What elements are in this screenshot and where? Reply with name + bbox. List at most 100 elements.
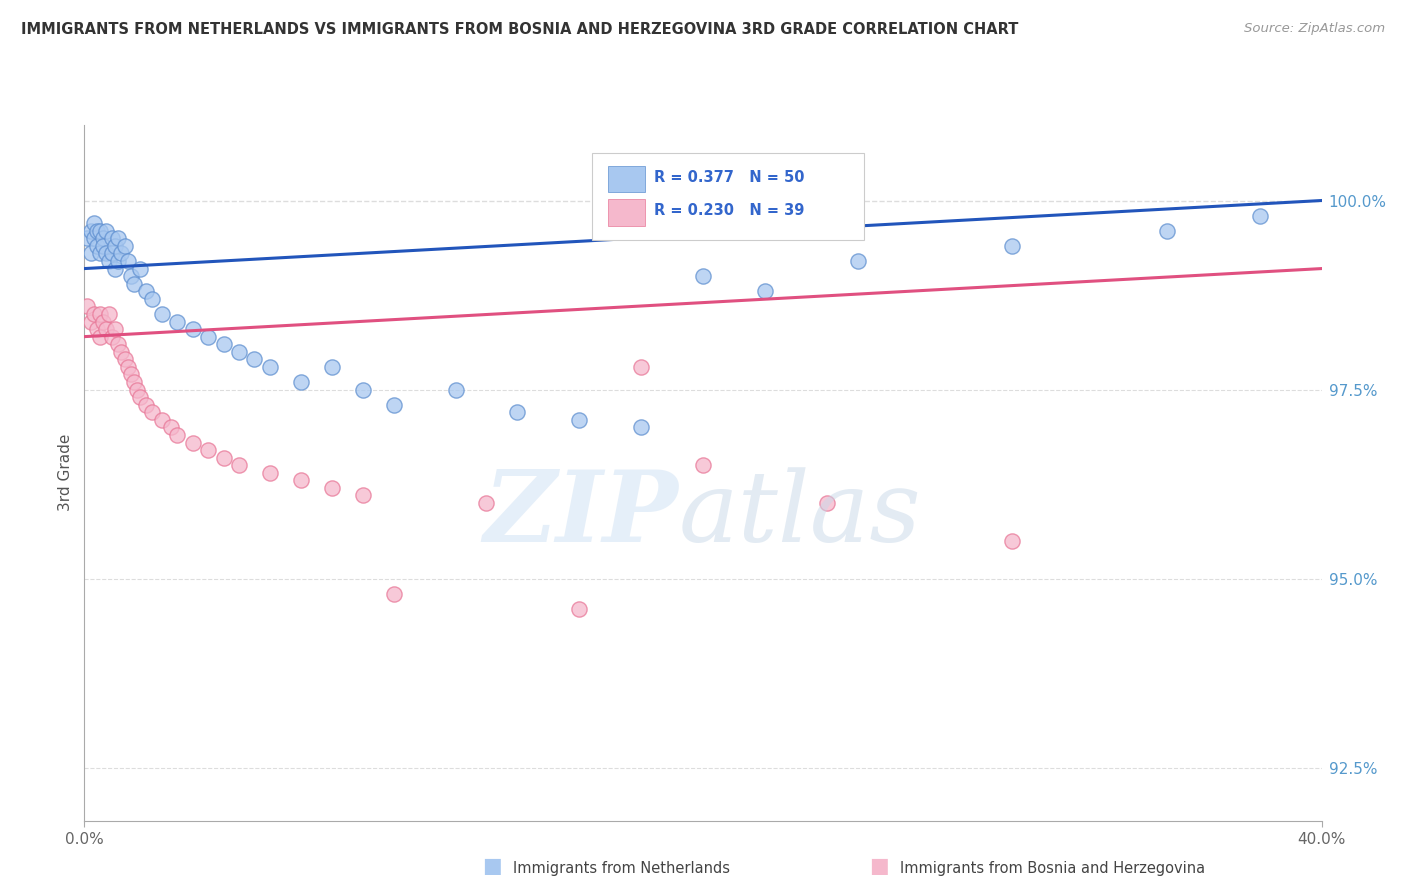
Point [104, 239, 127, 253]
Point [135, 398, 157, 412]
Point [150, 307, 173, 321]
Point [444, 383, 467, 397]
Point [692, 269, 714, 284]
Point [120, 269, 142, 284]
Point [117, 359, 139, 374]
Point [1249, 209, 1271, 223]
Point [83, 231, 105, 245]
Point [79, 224, 101, 238]
Point [83, 216, 105, 230]
Point [181, 435, 204, 450]
Point [630, 359, 652, 374]
Point [692, 458, 714, 473]
Point [125, 383, 148, 397]
Point [181, 322, 204, 336]
Text: Source: ZipAtlas.com: Source: ZipAtlas.com [1244, 22, 1385, 36]
FancyBboxPatch shape [607, 199, 645, 226]
Point [150, 413, 173, 427]
Point [101, 246, 124, 260]
Point [94, 322, 117, 336]
Point [101, 231, 124, 245]
Point [129, 390, 152, 404]
Point [160, 420, 183, 434]
Point [259, 466, 281, 480]
Point [228, 458, 250, 473]
Text: Immigrants from Netherlands: Immigrants from Netherlands [513, 861, 730, 876]
Point [122, 277, 145, 291]
Text: atlas: atlas [678, 467, 921, 562]
Point [352, 488, 374, 502]
Point [259, 359, 281, 374]
Text: R = 0.230   N = 39: R = 0.230 N = 39 [654, 203, 804, 218]
Point [506, 405, 529, 419]
Point [114, 352, 136, 367]
Point [98, 254, 121, 268]
Point [89, 224, 111, 238]
FancyBboxPatch shape [592, 153, 863, 240]
Point [89, 307, 111, 321]
Point [79, 314, 101, 328]
Point [321, 481, 343, 495]
Point [107, 337, 129, 351]
Point [114, 239, 136, 253]
Point [141, 405, 163, 419]
Point [91, 231, 114, 245]
Point [1156, 224, 1178, 238]
Text: ■: ■ [482, 856, 502, 876]
Point [120, 368, 142, 382]
Point [754, 285, 776, 299]
Point [166, 314, 188, 328]
Point [76, 299, 98, 313]
Point [243, 352, 266, 367]
Point [382, 587, 405, 601]
FancyBboxPatch shape [607, 166, 645, 193]
Point [212, 337, 235, 351]
Point [197, 329, 219, 343]
Point [83, 307, 105, 321]
Point [212, 450, 235, 465]
Point [104, 261, 127, 276]
Point [79, 246, 101, 260]
Point [815, 496, 838, 510]
Text: Immigrants from Bosnia and Herzegovina: Immigrants from Bosnia and Herzegovina [900, 861, 1205, 876]
Point [568, 413, 591, 427]
Point [107, 254, 129, 268]
Point [290, 473, 312, 487]
Point [166, 428, 188, 442]
Point [290, 375, 312, 389]
Point [110, 246, 132, 260]
Point [89, 329, 111, 343]
Point [1001, 533, 1024, 548]
Point [86, 239, 108, 253]
Point [228, 344, 250, 359]
Point [91, 239, 114, 253]
Point [321, 359, 343, 374]
Point [135, 285, 157, 299]
Y-axis label: 3rd Grade: 3rd Grade [58, 434, 73, 511]
Point [846, 254, 869, 268]
Text: R = 0.377   N = 50: R = 0.377 N = 50 [654, 169, 804, 185]
Point [141, 292, 163, 306]
Point [352, 383, 374, 397]
Point [101, 329, 124, 343]
Point [104, 322, 127, 336]
Point [568, 602, 591, 616]
Point [197, 443, 219, 458]
Point [94, 246, 117, 260]
Point [76, 231, 98, 245]
Point [630, 420, 652, 434]
Point [117, 254, 139, 268]
Point [94, 224, 117, 238]
Text: ZIP: ZIP [484, 467, 678, 563]
Point [122, 375, 145, 389]
Point [1001, 239, 1024, 253]
Point [107, 231, 129, 245]
Text: IMMIGRANTS FROM NETHERLANDS VS IMMIGRANTS FROM BOSNIA AND HERZEGOVINA 3RD GRADE : IMMIGRANTS FROM NETHERLANDS VS IMMIGRANT… [21, 22, 1018, 37]
Point [475, 496, 498, 510]
Text: ■: ■ [869, 856, 889, 876]
Point [110, 344, 132, 359]
Point [382, 398, 405, 412]
Point [86, 224, 108, 238]
Point [86, 322, 108, 336]
Point [91, 314, 114, 328]
